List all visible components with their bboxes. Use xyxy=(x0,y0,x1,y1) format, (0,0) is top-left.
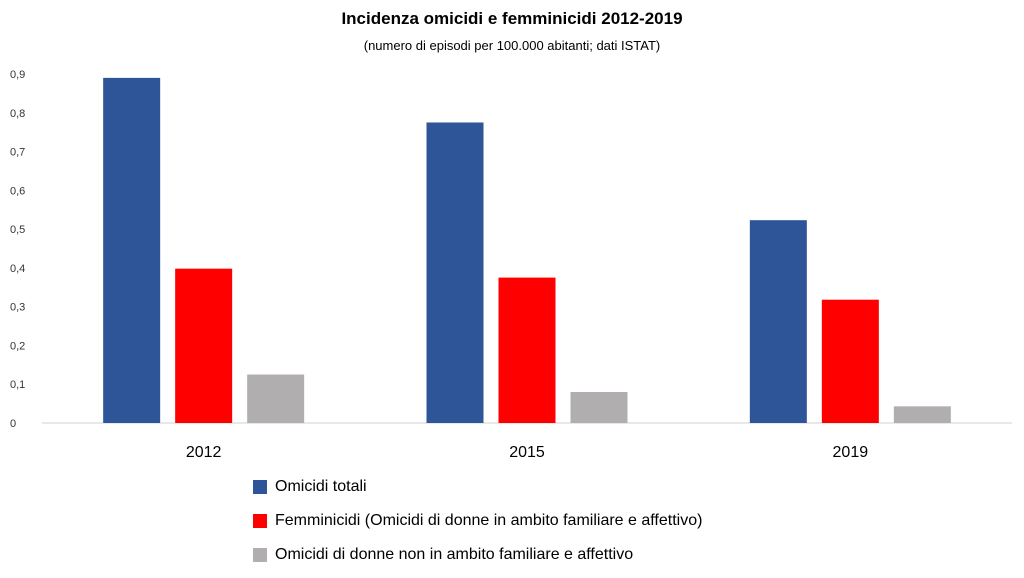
legend: Omicidi totali Femminicidi (Omicidi di d… xyxy=(253,470,702,572)
y-tick-label: 0,9 xyxy=(10,69,25,81)
bar xyxy=(175,268,233,423)
y-tick-label: 0,1 xyxy=(10,379,25,391)
legend-label: Omicidi totali xyxy=(275,478,367,495)
bar xyxy=(498,277,556,423)
y-tick-label: 0,5 xyxy=(10,224,25,236)
x-tick-label: 2012 xyxy=(186,444,222,461)
legend-item-omicidi-totali: Omicidi totali xyxy=(253,470,702,504)
y-tick-label: 0,2 xyxy=(10,340,25,352)
bar xyxy=(749,220,807,423)
y-tick-label: 0,6 xyxy=(10,185,25,197)
y-tick-label: 0,7 xyxy=(10,147,25,159)
legend-item-omicidi-donne-non-familiare: Omicidi di donne non in ambito familiare… xyxy=(253,538,702,572)
x-tick-label: 2015 xyxy=(509,444,545,461)
y-tick-label: 0 xyxy=(10,418,16,430)
chart-title: Incidenza omicidi e femminicidi 2012-201… xyxy=(341,9,683,28)
legend-item-femminicidi: Femminicidi (Omicidi di donne in ambito … xyxy=(253,504,702,538)
bar xyxy=(103,77,161,423)
legend-label: Femminicidi (Omicidi di donne in ambito … xyxy=(275,512,703,529)
y-tick-label: 0,8 xyxy=(10,108,25,120)
bar xyxy=(821,299,879,423)
y-tick-label: 0,3 xyxy=(10,302,25,314)
legend-label: Omicidi di donne non in ambito familiare… xyxy=(275,546,634,563)
bar xyxy=(893,406,951,423)
x-tick-label: 2019 xyxy=(833,444,869,461)
bar xyxy=(247,374,305,423)
bar-chart: 0 0,1 0,2 0,3 0,4 0,5 0,6 0,7 0,8 0,9 2012 2015 2019 xyxy=(10,69,1012,461)
bar xyxy=(426,122,484,423)
chart-subtitle: (numero di episodi per 100.000 abitanti;… xyxy=(363,38,661,53)
legend-swatch-blue xyxy=(253,480,267,494)
bar xyxy=(570,391,628,423)
y-tick-label: 0,4 xyxy=(10,263,25,275)
legend-swatch-red xyxy=(253,514,267,528)
legend-swatch-gray xyxy=(253,548,267,562)
